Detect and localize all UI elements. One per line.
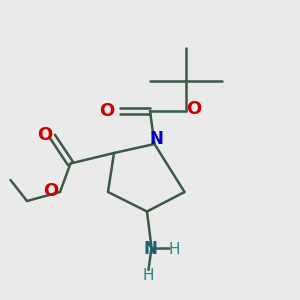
Text: O: O	[99, 102, 114, 120]
Text: O: O	[186, 100, 201, 118]
Text: O: O	[38, 126, 52, 144]
Text: N: N	[143, 240, 157, 258]
Text: H: H	[168, 242, 180, 256]
Text: N: N	[149, 130, 163, 148]
Text: H: H	[143, 268, 154, 284]
Text: O: O	[44, 182, 59, 200]
